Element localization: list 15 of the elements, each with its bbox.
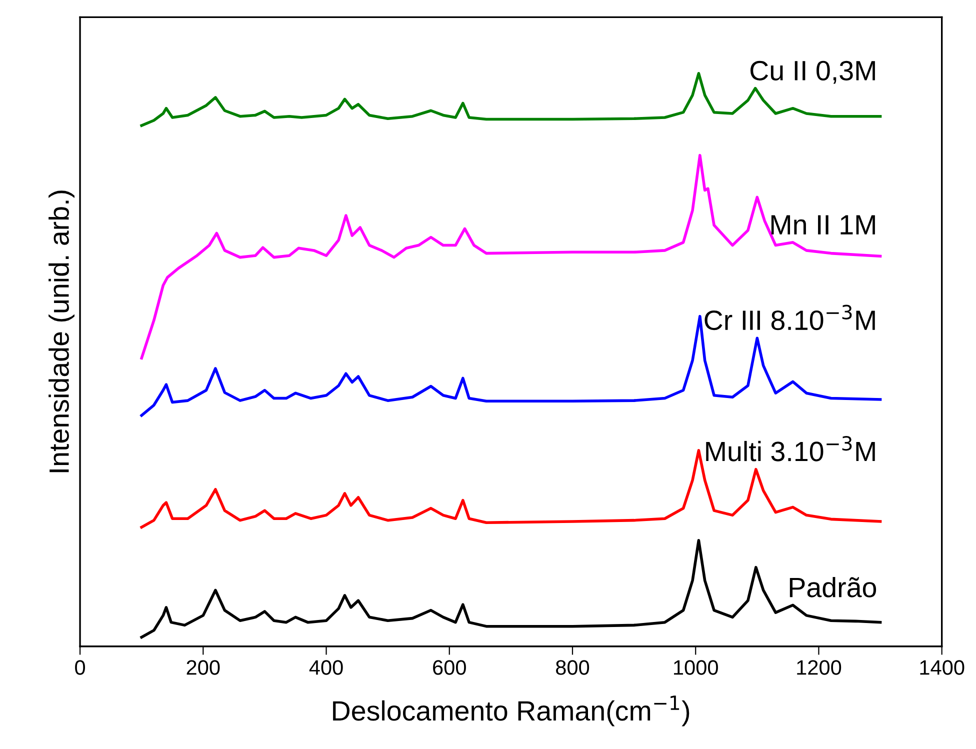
series-label: Multi 3.10$^{−3}$M <box>706 436 875 462</box>
x-tick-label: 1400 <box>920 660 964 675</box>
series-label: Cu II 0,3M <box>750 60 875 84</box>
x-tick-label: 600 <box>433 660 466 675</box>
x-tick-label: 1200 <box>797 660 842 675</box>
series-label: Padrão <box>790 576 876 598</box>
x-tick-label: 400 <box>309 660 343 675</box>
x-axis-title: Deslocamento Raman(cm$^{−1}$) <box>333 696 690 726</box>
series-label: Cr III 8.10$^{−3}$M <box>704 304 875 330</box>
x-tick-label: 1000 <box>674 660 718 675</box>
x-tick-label: 200 <box>186 660 220 675</box>
series-label: Mn II 1M <box>771 215 875 234</box>
x-tick-label: 800 <box>556 660 590 675</box>
x-tick-label: 0 <box>75 660 86 675</box>
y-axis-title: Intensidade (unid. arb.) <box>48 190 74 472</box>
